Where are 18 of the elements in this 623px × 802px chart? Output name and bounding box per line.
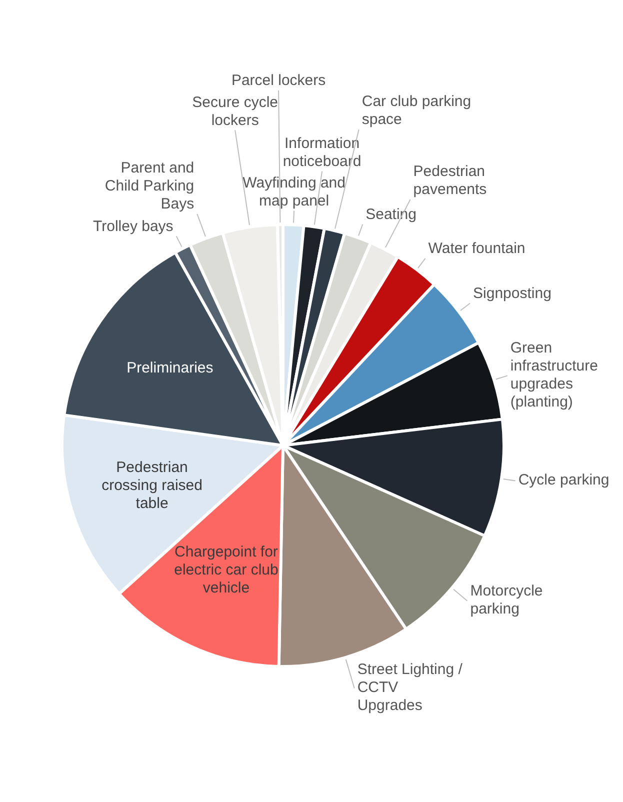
slice-label: Wayfinding and map panel: [242, 174, 346, 210]
slice-label: Secure cycle lockers: [192, 94, 278, 129]
slice-label: Motorcycle parking: [470, 582, 543, 618]
slice-label: Cycle parking: [518, 471, 610, 488]
slice-label: Water fountain: [428, 240, 526, 258]
slice-label: Information noticeboard: [282, 134, 362, 170]
slice-label: Trolley bays: [93, 218, 174, 235]
slice-label: Signposting: [473, 284, 552, 302]
slice-label: Street Lighting / CCTV Upgrades: [357, 660, 464, 714]
slice-label: Parent and Child Parking Bays: [104, 160, 194, 213]
slice-label: Pedestrian pavements: [413, 163, 487, 198]
slice-label: Chargepoint for electric car club vehicle: [174, 543, 278, 596]
slice-label: Parcel lockers: [231, 72, 326, 90]
slice-label: Car club parking space: [362, 93, 472, 128]
slice-label: Green infrastructure upgrades (planting): [510, 339, 598, 410]
slice-label: Preliminaries: [126, 359, 214, 376]
slice-label: Seating: [366, 206, 416, 224]
slice-label: Pedestrian crossing raised table: [102, 458, 202, 512]
